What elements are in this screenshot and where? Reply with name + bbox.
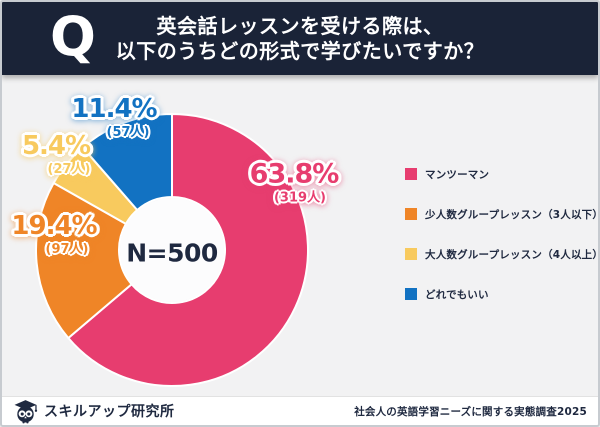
chart-label-small-group: 19.4% (97人) [11,211,97,258]
donut-hole [120,198,224,302]
chart-legend: マンツーマン 少人数グループレッスン（3人以下） 大人数グループレッスン（4人以… [405,167,598,301]
legend-swatch-blue [405,288,417,300]
legend-swatch-orange [405,208,417,220]
legend-item-any-format: どれでもいい [405,287,598,301]
survey-source-text: 社会人の英語学習ニーズに関する実態調査2025 [354,405,587,418]
owl-graduate-icon [14,399,38,423]
q-mark-icon: Q [50,4,96,68]
donut-slice [81,113,173,212]
question-title-line2: 以下のうちどの形式で学びたいですか？ [115,38,485,63]
legend-item-small-group: 少人数グループレッスン（3人以下） [405,207,598,221]
chart-area: N=500 63.8% (319人) 19.4% (97人) 5.4% (27人… [2,75,598,396]
question-header: Q 英会話レッスンを受ける際は、 以下のうちどの形式で学びたいですか？ [2,2,598,75]
legend-item-large-group: 大人数グループレッスン（4人以上） [405,247,598,261]
question-title-line1: 英会話レッスンを受ける際は、 [156,13,444,38]
legend-swatch-yellow [405,248,417,260]
legend-swatch-pink [405,168,417,180]
brand-logo-group: スキルアップ研究所 [13,399,175,424]
donut-chart [35,113,309,387]
sample-size-label: N=500 [126,238,218,268]
legend-item-one-on-one: マンツーマン [405,167,598,181]
chart-label-one-on-one: 63.8% (319人) [249,158,340,206]
chart-label-any-format: 11.4% (57人) [71,94,157,141]
donut-slice [67,113,309,387]
brand-name: スキルアップ研究所 [44,404,175,420]
chart-label-large-group: 5.4% (27人) [21,131,91,178]
donut-slice [35,181,133,339]
footer-bar: スキルアップ研究所 社会人の英語学習ニーズに関する実態調査2025 [2,396,598,425]
